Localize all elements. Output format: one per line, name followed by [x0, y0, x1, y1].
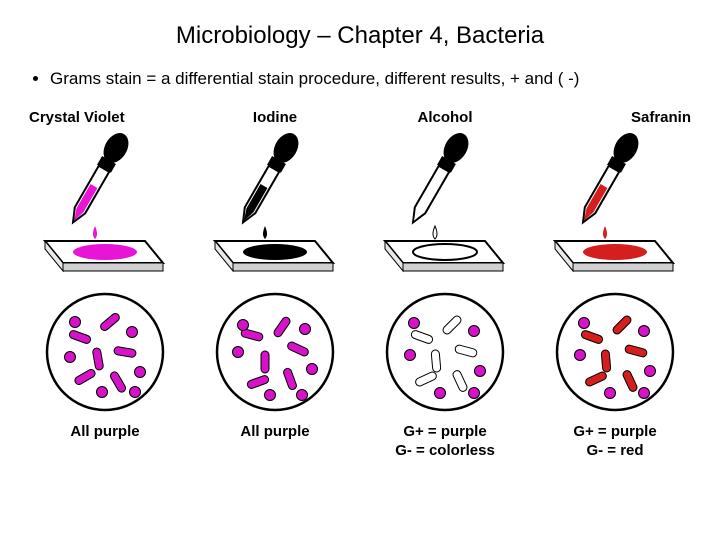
dropper-slide-crystal-violet-icon [25, 131, 185, 281]
step-crystal-violet: Crystal Violet [25, 109, 185, 461]
dropper-slide-safranin-icon [535, 131, 695, 281]
bullet-list: Grams stain = a differential stain proce… [0, 68, 720, 91]
dropper-slide-alcohol-icon [365, 131, 525, 281]
step-safranin: Safranin [535, 109, 695, 461]
step-alcohol: Alcohol [365, 109, 525, 461]
result-label-iodine: All purple [240, 423, 309, 442]
result-circle-crystal-violet-icon [40, 287, 170, 417]
result-circle-iodine-icon [210, 287, 340, 417]
bullet-item: Grams stain = a differential stain proce… [50, 68, 700, 91]
result-label-crystal-violet: All purple [70, 423, 139, 442]
result-circle-alcohol-icon [380, 287, 510, 417]
reagent-label-alcohol: Alcohol [418, 109, 473, 129]
reagent-label-safranin: Safranin [631, 109, 691, 129]
reagent-label-iodine: Iodine [253, 109, 297, 129]
step-iodine: Iodine [195, 109, 355, 461]
gram-stain-diagram: Crystal Violet [0, 109, 720, 461]
reagent-label-crystal-violet: Crystal Violet [29, 109, 125, 129]
page-title: Microbiology – Chapter 4, Bacteria [0, 0, 720, 68]
result-circle-safranin-icon [550, 287, 680, 417]
result-label-alcohol: G+ = purple G- = colorless [395, 423, 495, 461]
result-label-safranin: G+ = purple G- = red [573, 423, 656, 461]
dropper-slide-iodine-icon [195, 131, 355, 281]
